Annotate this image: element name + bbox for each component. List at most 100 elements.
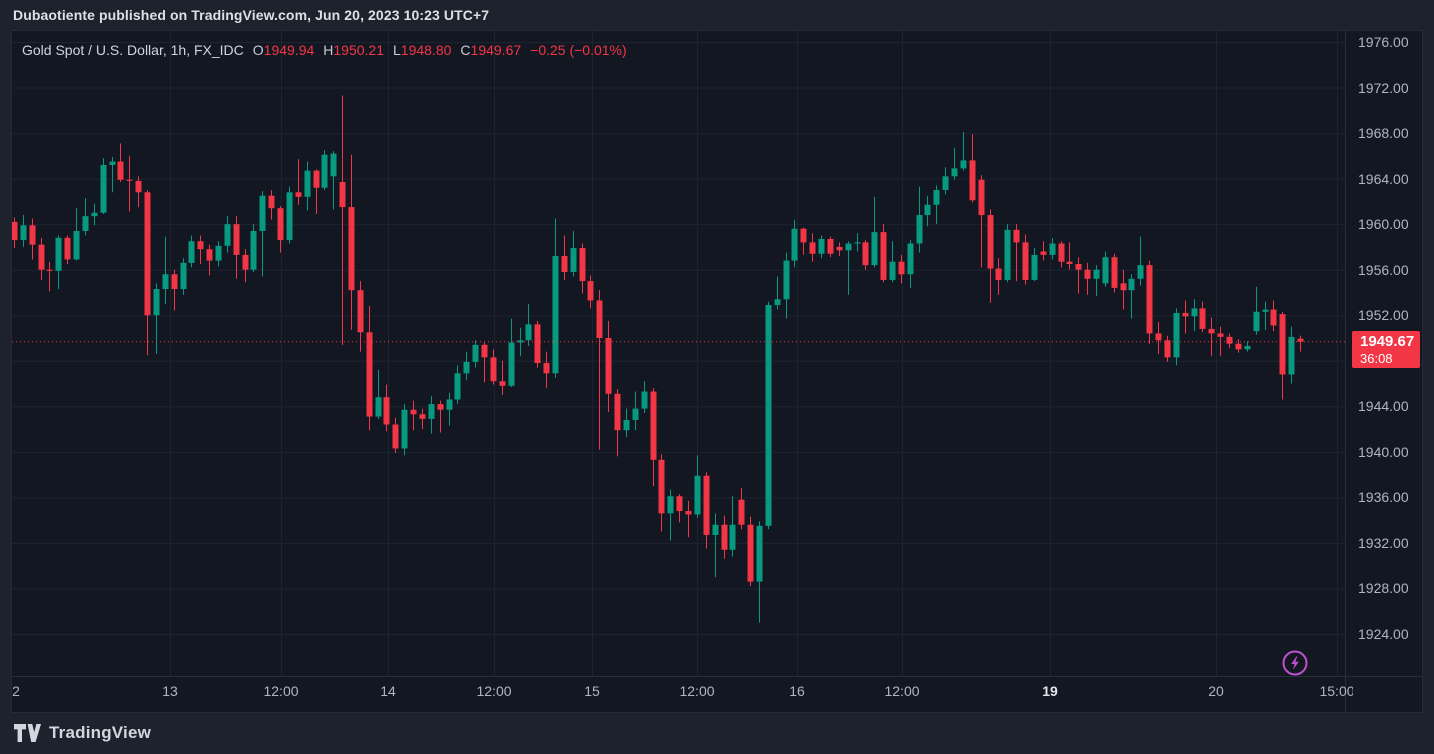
- candle-body: [827, 238, 834, 254]
- candle-body: [1253, 311, 1260, 332]
- candle-body: [1164, 340, 1171, 358]
- price-axis-label: 1952.00: [1358, 307, 1409, 324]
- ohlc-value: 1949.94: [263, 42, 315, 58]
- candle-body: [632, 408, 639, 420]
- candle-body: [525, 324, 532, 341]
- price-axis-label: 1936.00: [1358, 489, 1409, 506]
- time-axis-label: 15:00: [1319, 683, 1353, 699]
- symbol-title[interactable]: Gold Spot / U.S. Dollar, 1h, FX_IDC: [22, 42, 244, 58]
- time-axis-label: 20: [1208, 683, 1224, 699]
- candle-body: [658, 459, 665, 514]
- ohlc-key: C: [460, 42, 471, 58]
- candle-body: [109, 161, 116, 165]
- candle-body: [1022, 242, 1029, 280]
- candle-body: [463, 361, 470, 374]
- candle-body: [747, 524, 754, 582]
- candle-body: [46, 269, 53, 271]
- candle-body: [907, 243, 914, 275]
- candle-body: [791, 228, 798, 261]
- candle-body: [1093, 269, 1100, 279]
- bar-countdown: 36:08: [1360, 350, 1393, 366]
- candle-body: [1066, 261, 1073, 264]
- price-axis-label: 1928.00: [1358, 580, 1409, 597]
- ohlc-key: O: [252, 42, 264, 58]
- candle-body: [286, 192, 293, 241]
- candle-body: [348, 207, 355, 291]
- tradingview-logo-icon: [14, 724, 41, 742]
- candle-body: [978, 179, 985, 216]
- candle-body: [180, 262, 187, 290]
- candle-body: [20, 225, 27, 241]
- candle-body: [38, 244, 45, 270]
- candle-body: [889, 261, 896, 280]
- candle-body: [1173, 312, 1180, 358]
- candle-body: [1040, 251, 1047, 255]
- candle-body: [845, 243, 852, 251]
- candle-body: [135, 180, 142, 193]
- time-axis[interactable]: 2 13 12:00 14 12:00 15 12:00 16 12:00 19 20 15:00: [12, 676, 1353, 712]
- candle-body: [428, 404, 435, 419]
- candle-body: [641, 391, 648, 409]
- price-axis-label: 1956.00: [1358, 261, 1409, 278]
- candle-body: [534, 324, 541, 364]
- chart-panel: Gold Spot / U.S. Dollar, 1h, FX_IDC O1949…: [11, 30, 1423, 713]
- candle-body: [1182, 312, 1189, 317]
- candle-body: [375, 397, 382, 417]
- candle-body: [12, 221, 18, 241]
- candle-body: [951, 168, 958, 177]
- candle-body: [676, 496, 683, 512]
- candle-body: [1058, 243, 1065, 262]
- candle-body: [295, 192, 302, 197]
- published-bar: Dubaotiente published on TradingView.com…: [0, 0, 1434, 31]
- candle-body: [224, 224, 231, 246]
- candle-body: [162, 274, 169, 290]
- candle-body: [126, 179, 133, 181]
- candle-body: [561, 256, 568, 272]
- ohlc-value: 1950.21: [333, 42, 384, 58]
- candle-body: [233, 224, 240, 255]
- candle-body: [117, 161, 124, 180]
- candle-body: [277, 208, 284, 241]
- candle-body: [1199, 308, 1206, 329]
- candle-body: [871, 232, 878, 266]
- candle-body: [304, 170, 311, 197]
- candle-body: [1244, 345, 1251, 350]
- price-axis-label: 1976.00: [1358, 34, 1409, 50]
- candle-body: [259, 195, 266, 231]
- candle-body: [1235, 343, 1242, 350]
- legend-ohlc-values: O1949.94 H1950.21 L1948.80 C1949.67: [244, 42, 521, 58]
- candle-body: [1217, 333, 1224, 337]
- candle-body: [1297, 338, 1304, 342]
- candle-body: [383, 397, 390, 425]
- candle-body: [570, 248, 577, 272]
- time-axis-label: 12:00: [263, 683, 299, 699]
- candle-body: [215, 245, 222, 261]
- candle-body: [481, 344, 488, 358]
- candle-body: [1270, 309, 1277, 326]
- candle-body: [454, 373, 461, 400]
- time-axis-label: 13: [162, 683, 178, 699]
- candlestick-chart[interactable]: [12, 31, 1422, 712]
- candle-body: [153, 289, 160, 316]
- candle-body: [800, 228, 807, 243]
- candle-body: [73, 230, 80, 260]
- candle-body: [1226, 336, 1233, 344]
- candle-body: [712, 524, 719, 535]
- candle-body: [410, 409, 417, 415]
- candle-body: [1279, 314, 1286, 375]
- candle-body: [366, 332, 373, 417]
- legend-change: −0.25 (−0.01%): [530, 42, 627, 58]
- candle-body: [960, 160, 967, 169]
- tradingview-logo[interactable]: TradingView: [14, 723, 151, 743]
- candle-body: [321, 154, 328, 188]
- price-axis-label: 1944.00: [1358, 398, 1409, 415]
- candle-body: [1102, 257, 1109, 284]
- time-axis-label: 14: [380, 683, 396, 699]
- candle-body: [667, 496, 674, 514]
- candle-body: [313, 170, 320, 188]
- candle-body: [579, 248, 586, 282]
- price-axis-label: 1964.00: [1358, 170, 1409, 187]
- price-axis-label: 1924.00: [1358, 625, 1409, 642]
- candle-body: [1013, 229, 1020, 243]
- price-axis-label: 1960.00: [1358, 216, 1409, 233]
